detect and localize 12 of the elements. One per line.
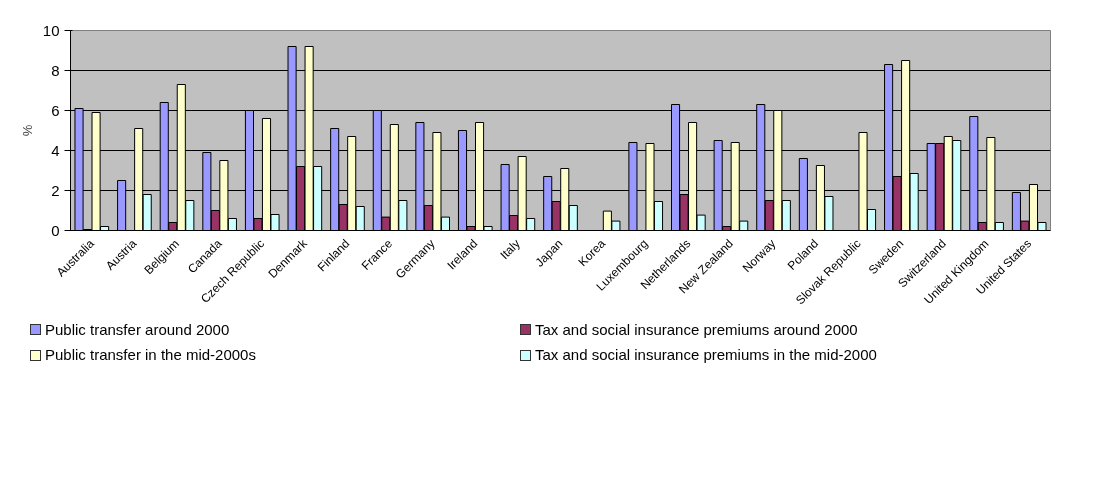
y-tick-label: 6 [51, 101, 60, 119]
y-tick-label: 8 [51, 61, 60, 79]
y-axis-title: % [19, 124, 35, 137]
y-tick-label: 10 [42, 21, 60, 39]
legend-label: Public transfer around 2000 [45, 320, 230, 340]
legend-label: Public transfer in the mid-2000s [45, 345, 256, 366]
x-tick-label: Italy [497, 236, 523, 263]
y-tick-label: 2 [51, 181, 60, 199]
y-tick-label: 0 [51, 221, 60, 239]
legend-label: Tax and social insurance premiums around 2000 [535, 320, 858, 340]
legend-label: Tax and social insurance premiums in the mid-2000 [535, 345, 877, 366]
y-tick-label: 4 [51, 141, 60, 159]
